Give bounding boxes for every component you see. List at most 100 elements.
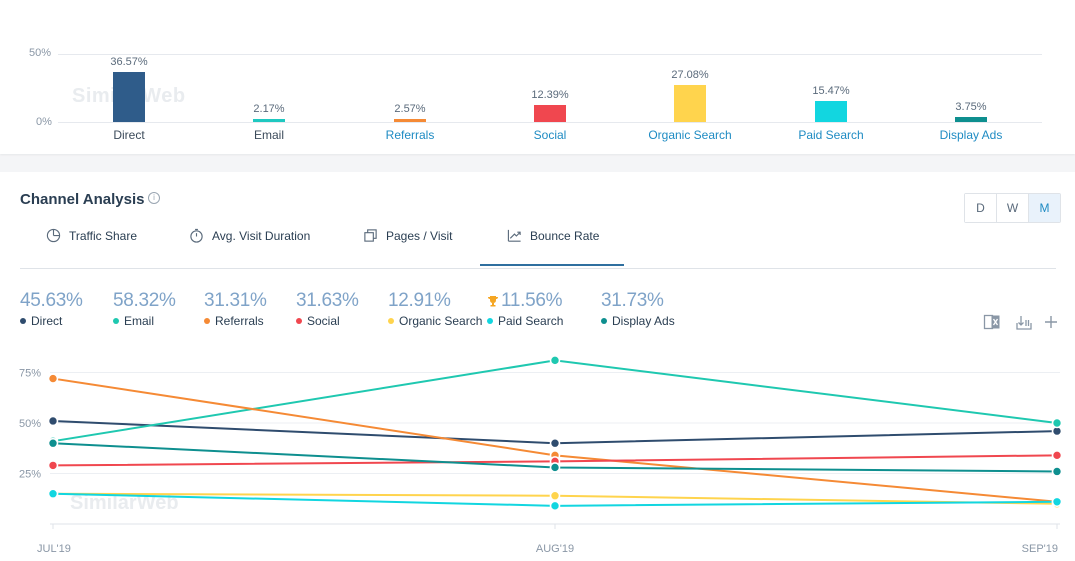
legend-label: Organic Search <box>388 314 482 328</box>
legend-value: 31.31% <box>204 290 267 311</box>
summary-bar-value: 2.17% <box>253 103 285 116</box>
data-point-display-ads[interactable] <box>47 437 59 449</box>
summary-bar-email <box>253 119 285 122</box>
tab-label: Bounce Rate <box>530 229 600 243</box>
summary-category-display-ads[interactable]: Display Ads <box>939 128 1003 142</box>
legend-item-direct[interactable]: 45.63% Direct <box>20 290 83 328</box>
tab-traffic-share[interactable]: Traffic Share <box>46 228 138 265</box>
x-tick-label: AUG'19 <box>536 543 574 555</box>
legend-color-dot <box>388 318 394 324</box>
summary-bar-value: 3.75% <box>955 100 987 113</box>
data-point-referrals[interactable] <box>47 373 59 384</box>
legend-color-dot <box>487 318 493 324</box>
x-tick-label: SEP'19 <box>1022 543 1058 555</box>
legend-value: 31.63% <box>296 290 359 311</box>
data-point-direct[interactable] <box>549 437 561 449</box>
summary-category-social[interactable]: Social <box>533 128 567 142</box>
period-week-button[interactable]: W <box>997 194 1029 222</box>
summary-bar-organic-search <box>674 85 706 122</box>
summary-bar-referrals <box>394 118 426 122</box>
pie-chart-icon <box>46 228 61 243</box>
summary-bar-paid-search <box>815 100 847 122</box>
legend-item-display-ads[interactable]: 31.73% Display Ads <box>601 290 675 328</box>
legend-item-social[interactable]: 31.63% Social <box>296 290 359 328</box>
legend-item-referrals[interactable]: 31.31% Referrals <box>204 290 267 328</box>
data-point-social[interactable] <box>1051 450 1063 461</box>
download-icon[interactable] <box>1015 313 1033 331</box>
similarweb-watermark: SimilarWeb <box>70 492 179 514</box>
legend-color-dot <box>204 318 210 324</box>
summary-y-tick-0: 0% <box>36 116 52 128</box>
pages-icon <box>364 229 377 242</box>
period-day-button[interactable]: D <box>965 194 997 222</box>
legend-label: Social <box>296 314 359 328</box>
tab-pages-per-visit[interactable]: Pages / Visit <box>363 229 452 265</box>
summary-grid-line <box>58 54 1042 55</box>
traffic-summary-card: 50% 0% SimilarWeb 36.57%Direct2.17%Email… <box>0 0 1075 154</box>
excel-icon[interactable] <box>983 313 1001 331</box>
y-tick-label: 50% <box>19 418 41 430</box>
legend-item-email[interactable]: 58.32% Email <box>113 290 176 328</box>
stopwatch-icon <box>190 228 203 243</box>
legend-label: Paid Search <box>487 314 563 328</box>
legend-item-organic-search[interactable]: 12.91% Organic Search <box>388 290 482 328</box>
legend-value: 31.73% <box>601 290 664 311</box>
y-tick-label: 75% <box>19 368 41 380</box>
trend-icon <box>507 229 521 242</box>
summary-category-organic-search[interactable]: Organic Search <box>648 128 732 142</box>
legend-label: Direct <box>20 314 83 328</box>
tab-label: Avg. Visit Duration <box>212 229 311 243</box>
data-point-paid-search[interactable] <box>1051 496 1063 508</box>
legend-value: 11.56% <box>487 290 563 312</box>
legend-color-dot <box>20 318 26 324</box>
summary-category-direct: Direct <box>113 128 145 142</box>
y-tick-label: 25% <box>19 469 41 481</box>
bounce-rate-line-chart: 75% 50% 25% SimilarWeb JUL'19 AUG'19 SEP'19 <box>19 355 1063 555</box>
summary-y-tick-50: 50% <box>29 47 52 59</box>
legend-color-dot <box>296 318 302 324</box>
tab-label: Pages / Visit <box>386 229 453 243</box>
data-point-direct[interactable] <box>47 415 59 427</box>
data-point-paid-search[interactable] <box>549 500 561 512</box>
summary-bar-value: 15.47% <box>812 84 850 97</box>
data-point-display-ads[interactable] <box>1051 466 1063 477</box>
summary-bar-direct <box>113 72 145 122</box>
legend-value: 12.91% <box>388 290 451 311</box>
data-point-paid-search[interactable] <box>47 488 59 500</box>
data-point-email[interactable] <box>549 355 561 366</box>
data-point-organic-search[interactable] <box>549 490 561 502</box>
tab-bounce-rate[interactable]: Bounce Rate <box>507 229 599 265</box>
tabs-divider <box>20 268 1056 269</box>
summary-category-referrals[interactable]: Referrals <box>385 128 435 142</box>
tab-avg-visit-duration[interactable]: Avg. Visit Duration <box>189 228 311 265</box>
summary-bar-social <box>534 105 566 122</box>
legend-item-paid-search[interactable]: 11.56% Paid Search <box>487 290 563 328</box>
info-icon[interactable]: i <box>148 192 160 204</box>
add-icon[interactable] <box>1042 313 1060 331</box>
data-point-social[interactable] <box>47 460 59 471</box>
summary-bar-value: 27.08% <box>671 69 709 82</box>
data-point-email[interactable] <box>1051 417 1063 429</box>
legend-label: Referrals <box>204 314 267 328</box>
section-title: Channel Analysis <box>20 191 145 208</box>
x-tick-label: JUL'19 <box>37 543 71 555</box>
period-month-button[interactable]: M <box>1029 194 1060 222</box>
legend-value: 58.32% <box>113 290 176 311</box>
trophy-icon <box>488 296 498 307</box>
summary-category-email: Email <box>253 128 284 142</box>
active-tab-indicator <box>480 264 624 266</box>
legend-label: Display Ads <box>601 314 675 328</box>
data-point-display-ads[interactable] <box>549 462 561 473</box>
tab-label: Traffic Share <box>69 229 138 243</box>
legend-label: Email <box>113 314 176 328</box>
summary-bar-display-ads <box>955 116 987 122</box>
summary-baseline <box>58 122 1042 123</box>
summary-bar-value: 36.57% <box>110 56 148 69</box>
legend-value: 45.63% <box>20 290 83 311</box>
legend-color-dot <box>601 318 607 324</box>
period-selector: D W M <box>964 193 1061 223</box>
summary-category-paid-search[interactable]: Paid Search <box>798 128 864 142</box>
summary-bar-value: 2.57% <box>394 102 426 115</box>
legend-color-dot <box>113 318 119 324</box>
summary-bar-value: 12.39% <box>531 89 569 102</box>
